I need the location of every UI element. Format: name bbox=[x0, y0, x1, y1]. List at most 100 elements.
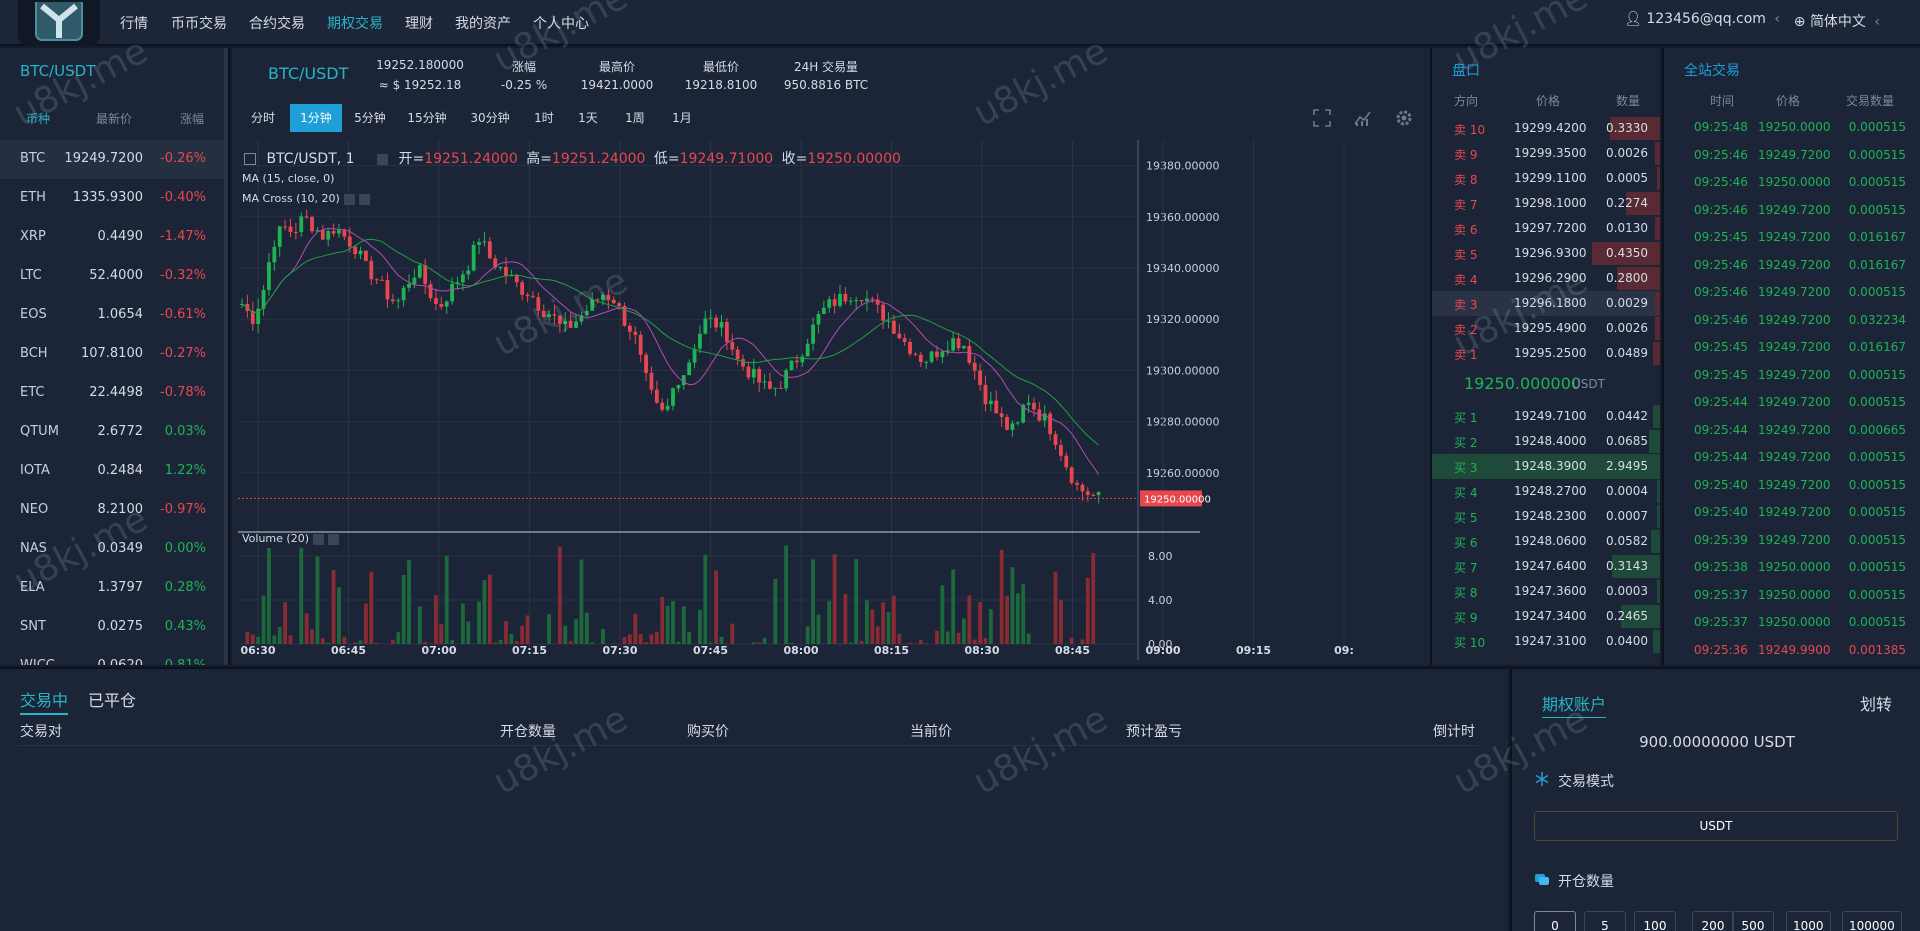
market-row[interactable]: BCH 107.8100 -0.27% bbox=[0, 335, 228, 374]
qty-option-button[interactable]: 5 bbox=[1584, 911, 1626, 931]
book-side: 买 4 bbox=[1454, 486, 1478, 500]
volume-bar bbox=[999, 549, 1004, 644]
market-row[interactable]: IOTA 0.2484 1.22% bbox=[0, 452, 228, 491]
bid-row[interactable]: 买 9 19247.3400 0.2465 bbox=[1432, 604, 1660, 629]
trade-mode-select[interactable]: USDT bbox=[1534, 811, 1898, 841]
user-menu[interactable]: 👤︎ 123456@qq.com ‹ bbox=[1624, 11, 1780, 27]
market-row[interactable]: QTUM 2.6772 0.03% bbox=[0, 413, 228, 452]
tab-closed-positions[interactable]: 已平仓 bbox=[88, 691, 137, 710]
bid-row[interactable]: 买 5 19248.2300 0.0007 bbox=[1432, 504, 1660, 529]
ask-row[interactable]: 卖 4 19296.2900 0.2800 bbox=[1432, 266, 1660, 291]
nav-finance[interactable]: 理财 bbox=[405, 16, 433, 32]
account-title[interactable]: 期权账户 bbox=[1542, 691, 1607, 718]
close-icon[interactable] bbox=[358, 193, 370, 205]
ask-row[interactable]: 卖 3 19296.1800 0.0029 bbox=[1432, 291, 1660, 316]
volume-bar bbox=[342, 636, 347, 644]
bid-row[interactable]: 买 6 19248.0600 0.0582 bbox=[1432, 529, 1660, 554]
volume-bar bbox=[358, 640, 363, 644]
nav-assets[interactable]: 我的资产 bbox=[455, 16, 511, 32]
timeframe-button[interactable]: 1天 bbox=[578, 111, 598, 125]
bid-row[interactable]: 买 3 19248.3900 2.9495 bbox=[1432, 454, 1660, 479]
ask-row[interactable]: 卖 7 19298.1000 0.2274 bbox=[1432, 191, 1660, 216]
candle-body bbox=[380, 279, 384, 281]
nav-options[interactable]: 期权交易 bbox=[327, 16, 383, 32]
market-row[interactable]: WICC 0.0620 0.81% bbox=[0, 647, 228, 665]
market-change: -0.32% bbox=[160, 268, 206, 283]
qty-option-button[interactable]: 500 bbox=[1732, 911, 1774, 931]
market-row[interactable]: ETC 22.4498 -0.78% bbox=[0, 374, 228, 413]
qty-option-button[interactable]: 200 bbox=[1692, 911, 1734, 931]
language-menu[interactable]: ⊕ 简体中文 ‹ bbox=[1794, 11, 1880, 31]
market-header-change[interactable]: 涨幅 bbox=[180, 112, 205, 126]
bid-row[interactable]: 买 8 19247.3600 0.0003 bbox=[1432, 579, 1660, 604]
book-qty: 0.0582 bbox=[1606, 534, 1648, 548]
ask-row[interactable]: 卖 10 19299.4200 0.3330 bbox=[1432, 116, 1660, 141]
tab-open-positions[interactable]: 交易中 bbox=[20, 687, 69, 715]
ask-row[interactable]: 卖 9 19299.3500 0.0026 bbox=[1432, 141, 1660, 166]
fullscreen-icon[interactable] bbox=[1312, 108, 1332, 128]
settings-gear-icon[interactable] bbox=[1394, 108, 1414, 128]
depth-bar bbox=[1625, 192, 1660, 215]
ask-row[interactable]: 卖 8 19299.1100 0.0005 bbox=[1432, 166, 1660, 191]
bid-row[interactable]: 买 4 19248.2700 0.0004 bbox=[1432, 479, 1660, 504]
book-side: 卖 6 bbox=[1454, 223, 1478, 237]
ask-row[interactable]: 卖 5 19296.9300 0.4350 bbox=[1432, 241, 1660, 266]
nav-contract[interactable]: 合约交易 bbox=[249, 16, 305, 32]
market-row[interactable]: LTC 52.4000 -0.32% bbox=[0, 257, 228, 296]
nav-market[interactable]: 行情 bbox=[120, 16, 148, 32]
market-row[interactable]: EOS 1.0654 -0.61% bbox=[0, 296, 228, 335]
bid-row[interactable]: 买 1 19249.7100 0.0442 bbox=[1432, 404, 1660, 429]
bid-row[interactable]: 买 2 19248.4000 0.0685 bbox=[1432, 429, 1660, 454]
market-row[interactable]: SNT 0.0275 0.43% bbox=[0, 608, 228, 647]
qty-option-button[interactable]: 1000 bbox=[1786, 911, 1831, 931]
qty-option-button[interactable]: 0 bbox=[1534, 911, 1576, 931]
collapse-legend-icon[interactable] bbox=[244, 153, 256, 165]
transfer-button[interactable]: 划转 bbox=[1859, 695, 1892, 714]
nav-spot[interactable]: 币币交易 bbox=[171, 16, 227, 32]
candle-body bbox=[353, 246, 358, 255]
bid-row[interactable]: 买 10 19247.3100 0.0400 bbox=[1432, 629, 1660, 654]
candle-body bbox=[1015, 422, 1020, 424]
x-tick-label: 09:15 bbox=[1236, 644, 1271, 657]
trade-time: 09:25:45 bbox=[1694, 230, 1748, 244]
ask-row[interactable]: 卖 2 19295.4900 0.0026 bbox=[1432, 316, 1660, 341]
volume-bar bbox=[283, 602, 287, 644]
market-header-price[interactable]: 最新价 bbox=[96, 112, 133, 126]
logo[interactable] bbox=[18, 0, 100, 46]
candle-body bbox=[1026, 402, 1031, 405]
market-row[interactable]: BTC 19249.7200 -0.26% bbox=[0, 140, 228, 179]
market-row[interactable]: ETH 1335.9300 -0.40% bbox=[0, 179, 228, 218]
trade-row: 09:25:45 19249.7200 0.016167 bbox=[1664, 334, 1920, 361]
market-list-scrollbar[interactable] bbox=[224, 48, 228, 665]
timeframe-button[interactable]: 分时 bbox=[250, 111, 275, 125]
qty-option-button[interactable]: 100000 bbox=[1842, 911, 1902, 931]
timeframe-button[interactable]: 1分钟 bbox=[290, 104, 342, 132]
eye-icon[interactable] bbox=[343, 193, 355, 205]
volume-bar bbox=[1015, 593, 1020, 644]
nav-profile[interactable]: 个人中心 bbox=[533, 16, 589, 32]
ask-row[interactable]: 卖 1 19295.2500 0.0489 bbox=[1432, 341, 1660, 366]
market-row[interactable]: NEO 8.2100 -0.97% bbox=[0, 491, 228, 530]
market-row[interactable]: XRP 0.4490 -1.47% bbox=[0, 218, 228, 257]
eye-icon[interactable] bbox=[313, 533, 324, 545]
qty-option-button[interactable]: 100 bbox=[1634, 911, 1676, 931]
market-row[interactable]: NAS 0.0349 0.00% bbox=[0, 530, 228, 569]
timeframe-button[interactable]: 5分钟 bbox=[354, 111, 386, 125]
market-row[interactable]: ELA 1.3797 0.28% bbox=[0, 569, 228, 608]
timeframe-button[interactable]: 30分钟 bbox=[470, 111, 510, 125]
candle-body bbox=[493, 258, 498, 268]
candle-body bbox=[1059, 445, 1063, 456]
volume-bar bbox=[671, 601, 675, 644]
market-header-coin[interactable]: 币种 bbox=[26, 112, 51, 126]
ask-row[interactable]: 卖 6 19297.7200 0.0130 bbox=[1432, 216, 1660, 241]
candlestick-chart[interactable]: 19380.00000 19360.00000 19340.00000 19320.0… bbox=[238, 140, 1424, 660]
timeframe-button[interactable]: 15分钟 bbox=[407, 111, 447, 125]
bid-row[interactable]: 买 7 19247.6400 0.3143 bbox=[1432, 554, 1660, 579]
depth-bar bbox=[1616, 267, 1660, 290]
close-icon[interactable] bbox=[328, 533, 339, 545]
legend-settings-icon[interactable] bbox=[377, 153, 389, 165]
indicator-icon[interactable] bbox=[1353, 108, 1373, 128]
timeframe-button[interactable]: 1月 bbox=[672, 111, 692, 125]
timeframe-button[interactable]: 1时 bbox=[534, 111, 554, 125]
timeframe-button[interactable]: 1周 bbox=[625, 111, 645, 125]
